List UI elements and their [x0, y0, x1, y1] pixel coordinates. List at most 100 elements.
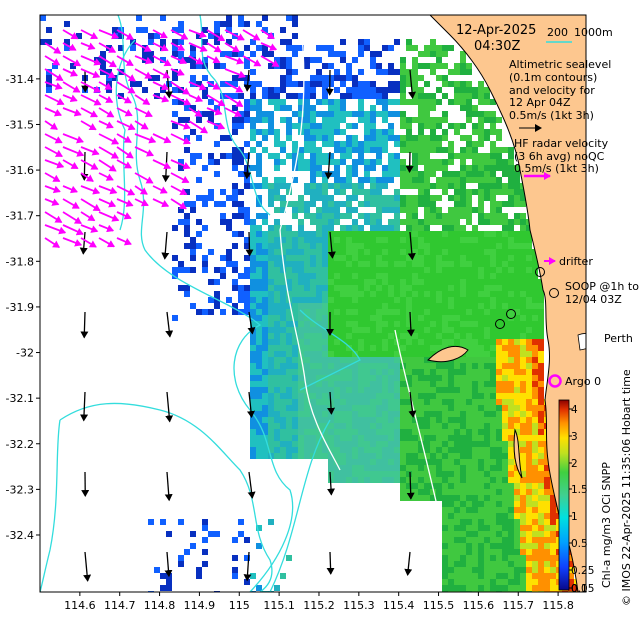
chlorophyll-cell: [454, 459, 460, 465]
chlorophyll-cell: [310, 351, 316, 357]
chlorophyll-cell: [292, 309, 298, 315]
chlorophyll-cell: [544, 495, 550, 501]
chlorophyll-cell: [454, 123, 460, 129]
chlorophyll-cell: [490, 279, 496, 285]
chlorophyll-cell: [286, 555, 292, 561]
chlorophyll-cell: [424, 105, 430, 111]
chlorophyll-cell: [334, 147, 340, 153]
hf-radar-velocity-arrows: [44, 29, 280, 248]
chlorophyll-cell: [376, 369, 382, 375]
chlorophyll-cell: [424, 117, 430, 123]
chlorophyll-cell: [508, 249, 514, 255]
chlorophyll-cell: [280, 243, 286, 249]
chlorophyll-cell: [484, 159, 490, 165]
chlorophyll-cell: [340, 369, 346, 375]
chlorophyll-cell: [406, 147, 412, 153]
chlorophyll-cell: [196, 243, 202, 249]
chlorophyll-cell: [538, 477, 544, 483]
chlorophyll-cell: [220, 267, 226, 273]
chlorophyll-cell: [550, 513, 556, 519]
chlorophyll-cell: [292, 387, 298, 393]
chlorophyll-cell: [280, 267, 286, 273]
altimetric-legend-line4: 12 Apr 04Z: [509, 96, 571, 109]
chlorophyll-cell: [370, 459, 376, 465]
chlorophyll-cell: [232, 231, 238, 237]
chlorophyll-cell: [460, 423, 466, 429]
chlorophyll-cell: [322, 123, 328, 129]
chlorophyll-cell: [364, 315, 370, 321]
chlorophyll-cell: [406, 405, 412, 411]
chlorophyll-cell: [454, 249, 460, 255]
chlorophyll-cell: [478, 489, 484, 495]
chlorophyll-cell: [412, 291, 418, 297]
chlorophyll-cell: [412, 297, 418, 303]
chlorophyll-cell: [322, 225, 328, 231]
chlorophyll-cell: [298, 219, 304, 225]
chlorophyll-cell: [232, 309, 238, 315]
chlorophyll-cell: [544, 465, 550, 471]
chlorophyll-cell: [496, 135, 502, 141]
chlorophyll-cell: [388, 297, 394, 303]
chlorophyll-cell: [448, 567, 454, 573]
chlorophyll-cell: [298, 393, 304, 399]
chlorophyll-cell: [436, 465, 442, 471]
chlorophyll-cell: [436, 321, 442, 327]
chlorophyll-cell: [466, 561, 472, 567]
altimetric-arrow: [404, 551, 413, 576]
chlorophyll-cell: [472, 321, 478, 327]
chlorophyll-cell: [358, 441, 364, 447]
chlorophyll-cell: [334, 171, 340, 177]
hf-radar-arrow: [206, 107, 223, 116]
chlorophyll-cell: [544, 507, 550, 513]
chlorophyll-cell: [508, 363, 514, 369]
chlorophyll-cell: [502, 345, 508, 351]
chlorophyll-cell: [472, 261, 478, 267]
chlorophyll-cell: [484, 327, 490, 333]
chlorophyll-cell: [472, 339, 478, 345]
x-tick-label: 115: [229, 599, 250, 612]
chlorophyll-cell: [334, 255, 340, 261]
chlorophyll-cell: [460, 477, 466, 483]
chlorophyll-cell: [526, 345, 532, 351]
chlorophyll-cell: [250, 447, 256, 453]
chlorophyll-cell: [484, 501, 490, 507]
chlorophyll-cell: [490, 237, 496, 243]
chlorophyll-cell: [406, 135, 412, 141]
chlorophyll-cell: [292, 123, 298, 129]
chlorophyll-cell: [280, 357, 286, 363]
chlorophyll-cell: [334, 441, 340, 447]
chlorophyll-cell: [496, 489, 502, 495]
chlorophyll-cell: [484, 447, 490, 453]
chlorophyll-cell: [400, 183, 406, 189]
chlorophyll-cell: [394, 477, 400, 483]
chlorophyll-cell: [292, 249, 298, 255]
chlorophyll-cell: [508, 369, 514, 375]
chlorophyll-cell: [382, 255, 388, 261]
chlorophyll-cell: [472, 501, 478, 507]
chlorophyll-cell: [532, 297, 538, 303]
hf-radar-arrow: [80, 211, 96, 222]
chlorophyll-cell: [388, 63, 394, 69]
chlorophyll-cell: [298, 405, 304, 411]
chlorophyll-cell: [268, 405, 274, 411]
chlorophyll-cell: [484, 579, 490, 585]
chlorophyll-cell: [472, 585, 478, 591]
chlorophyll-cell: [460, 405, 466, 411]
chlorophyll-cell: [286, 417, 292, 423]
chlorophyll-cell: [268, 357, 274, 363]
chlorophyll-cell: [274, 249, 280, 255]
chlorophyll-cell: [178, 561, 184, 567]
chlorophyll-cell: [292, 441, 298, 447]
chlorophyll-cell: [460, 159, 466, 165]
chlorophyll-cell: [406, 423, 412, 429]
chlorophyll-cell: [286, 351, 292, 357]
chlorophyll-cell: [472, 141, 478, 147]
chlorophyll-cell: [316, 279, 322, 285]
chlorophyll-cell: [262, 339, 268, 345]
chlorophyll-cell: [358, 333, 364, 339]
hf-radar-arrow: [134, 133, 157, 144]
chlorophyll-cell: [316, 429, 322, 435]
chlorophyll-cell: [526, 549, 532, 555]
chlorophyll-cell: [340, 147, 346, 153]
chlorophyll-cell: [484, 171, 490, 177]
